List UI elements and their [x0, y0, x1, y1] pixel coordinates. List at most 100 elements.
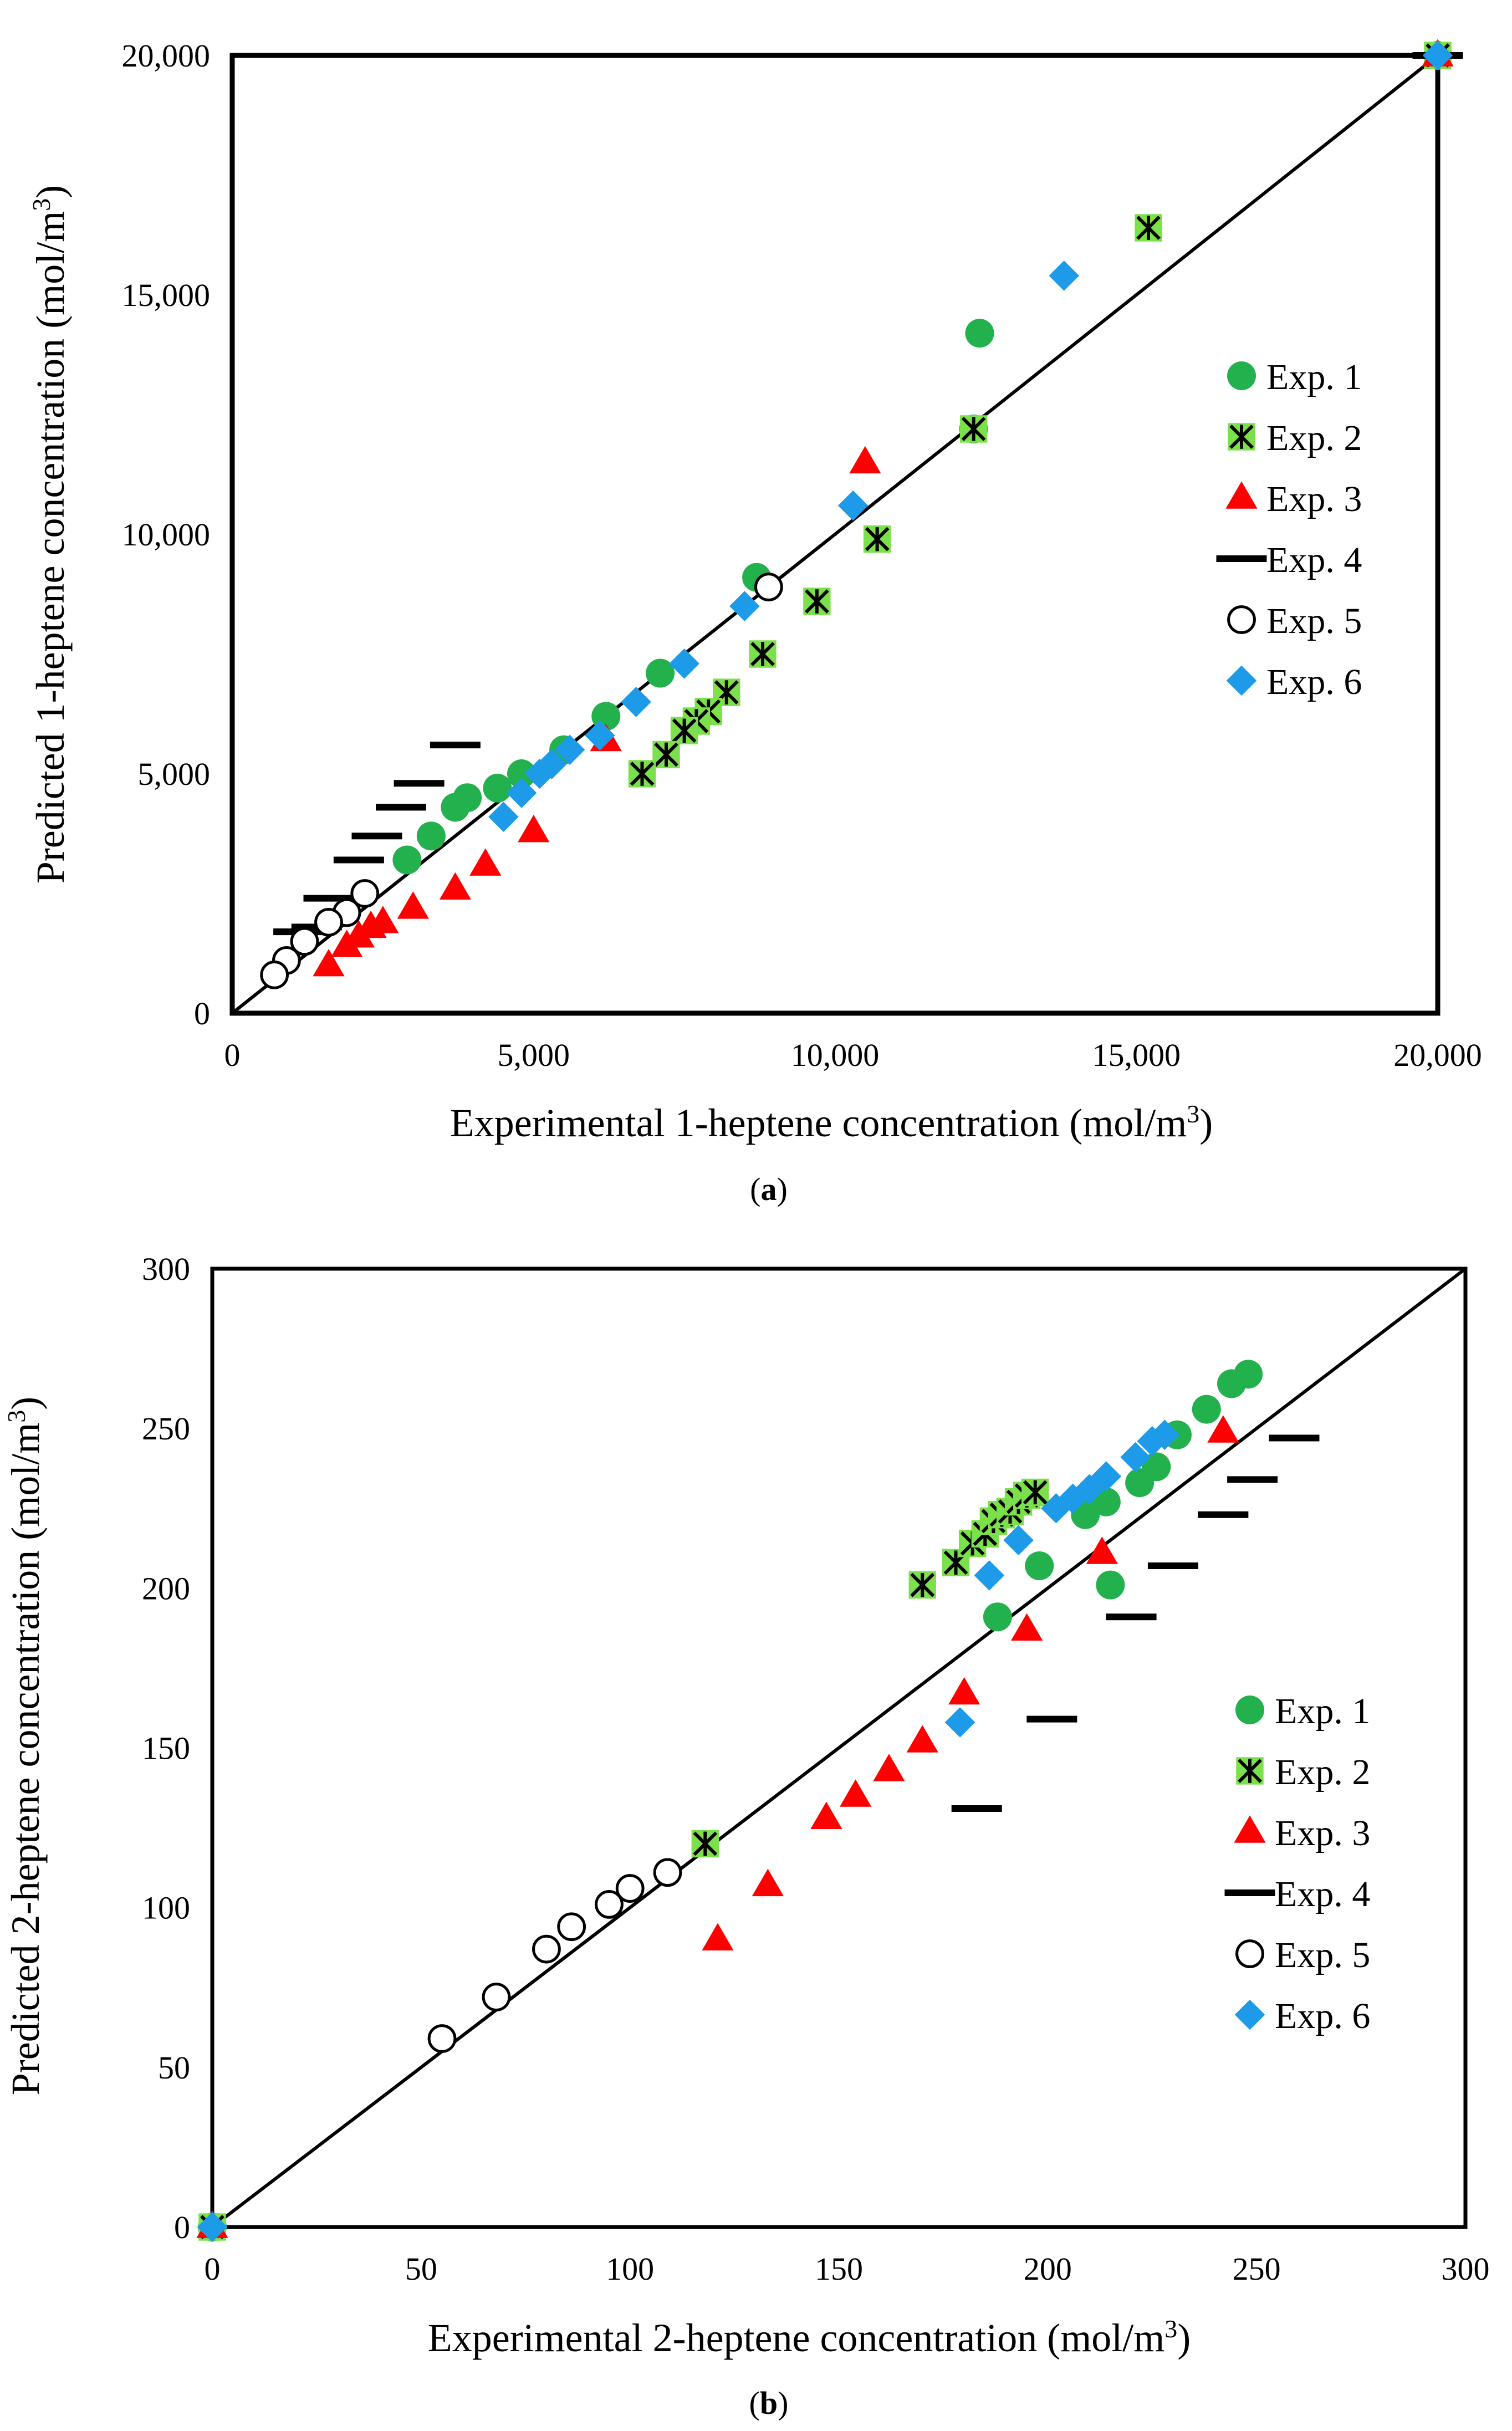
- legend-marker: [1228, 423, 1255, 451]
- data-point: [754, 573, 783, 601]
- data-point: [752, 1868, 784, 1897]
- data-point: [488, 801, 519, 833]
- data-point: [392, 845, 422, 875]
- parity-line: [211, 1267, 1467, 2229]
- x-tick-label: 100: [606, 2251, 654, 2287]
- legend-marker: [1235, 1695, 1264, 1724]
- data-point: [1096, 1570, 1125, 1600]
- data-point: [908, 1571, 936, 1599]
- y-axis-label: Predicted 2-heptene concentration (mol/m…: [2, 1397, 48, 2096]
- y-tick-label: 100: [142, 1890, 190, 1926]
- data-point: [331, 930, 363, 957]
- data-point: [653, 1858, 682, 1887]
- data-point: [983, 1602, 1012, 1632]
- x-tick-label: 0: [205, 2251, 221, 2287]
- data-point: [628, 760, 656, 788]
- data-point: [507, 759, 536, 788]
- data-point: [863, 525, 891, 553]
- data-point: [1074, 1474, 1105, 1504]
- series-exp-6: [488, 40, 1453, 833]
- x-axis-label: Experimental 1-heptene concentration (mo…: [450, 1100, 1213, 1146]
- data-point: [1227, 1476, 1278, 1483]
- y-tick-label: 50: [158, 2050, 190, 2086]
- data-point: [524, 758, 555, 789]
- data-point: [427, 2024, 457, 2053]
- plot-area-frame: [229, 53, 1441, 1016]
- series-exp-5: [260, 573, 783, 989]
- legend-label: Exp. 6: [1266, 662, 1362, 702]
- data-point: [1125, 1468, 1155, 1498]
- data-point: [965, 319, 994, 348]
- legend-label: Exp. 4: [1275, 1874, 1370, 1914]
- data-point: [691, 1830, 719, 1858]
- data-point: [652, 740, 680, 769]
- data-point: [290, 927, 319, 956]
- legend-marker: [1235, 1939, 1264, 1968]
- data-point: [1049, 261, 1080, 291]
- legend-label: Exp. 3: [1266, 479, 1362, 519]
- x-tick-label: 15,000: [1092, 1037, 1181, 1073]
- legend-label: Exp. 5: [1275, 1935, 1370, 1975]
- data-point: [1041, 1493, 1071, 1524]
- data-point: [351, 833, 402, 840]
- x-axis-label: Experimental 2-heptene concentration (mo…: [428, 2315, 1191, 2361]
- data-point: [554, 734, 585, 765]
- parity-line: [231, 54, 1439, 1015]
- data-point: [729, 591, 760, 621]
- data-point: [595, 1890, 624, 1919]
- data-point: [416, 821, 446, 851]
- x-tick-label: 20,000: [1393, 1037, 1482, 1073]
- data-point: [1137, 1426, 1168, 1457]
- data-point: [906, 1725, 938, 1753]
- data-point: [803, 588, 831, 615]
- data-point: [621, 687, 651, 717]
- data-point: [1198, 1511, 1249, 1518]
- legend-label: Exp. 4: [1266, 540, 1362, 580]
- data-point: [1003, 1525, 1034, 1556]
- data-point: [314, 907, 343, 937]
- series-exp-5: [427, 1858, 682, 2053]
- panel-caption: (a): [750, 1171, 788, 1207]
- data-point: [469, 848, 502, 876]
- legend-label: Exp. 6: [1275, 1996, 1370, 2036]
- legend-label: Exp. 5: [1266, 601, 1362, 641]
- data-point: [670, 717, 698, 744]
- y-tick-label: 0: [174, 2209, 190, 2245]
- x-tick-label: 200: [1024, 2251, 1072, 2287]
- data-point: [506, 778, 537, 808]
- y-axis-label: Predicted 1-heptene concentration (mol/m…: [27, 185, 73, 884]
- legend-label: Exp. 1: [1266, 357, 1362, 397]
- y-tick-label: 10,000: [122, 517, 211, 553]
- data-point: [537, 749, 567, 780]
- data-point: [1120, 1442, 1151, 1473]
- data-point: [1192, 1395, 1221, 1424]
- legend-label: Exp. 3: [1275, 1813, 1370, 1853]
- x-tick-label: 5,000: [498, 1037, 570, 1073]
- data-point: [1021, 1478, 1049, 1506]
- data-point: [394, 780, 445, 787]
- data-point: [1269, 1434, 1320, 1442]
- legend-marker: [1236, 1757, 1264, 1785]
- x-tick-label: 50: [405, 2251, 437, 2287]
- data-point: [483, 773, 512, 803]
- legend-marker: [1224, 1889, 1275, 1896]
- data-point: [585, 720, 615, 751]
- data-point: [702, 1923, 734, 1951]
- y-tick-label: 0: [194, 995, 210, 1031]
- data-point: [646, 658, 675, 688]
- y-tick-label: 150: [142, 1730, 190, 1766]
- legend-marker: [1227, 361, 1256, 390]
- panel-b-chart: 0 50 100 150 200 250 300 0 50 100 150 200 250 300 Exp.…: [2, 1251, 1490, 2421]
- data-point: [810, 1801, 842, 1830]
- data-point: [840, 1779, 872, 1807]
- y-tick-label: 5,000: [138, 756, 211, 792]
- data-point: [951, 1805, 1002, 1812]
- y-tick-label: 300: [142, 1251, 190, 1287]
- data-point: [837, 490, 869, 521]
- panel-a-chart: 0 5,000 10,000 15,000 20,000 0 5,000 10,000 15,0…: [27, 38, 1482, 1207]
- panel-caption: (b): [749, 2385, 789, 2421]
- x-tick-label: 0: [224, 1037, 241, 1073]
- legend-label: Exp. 1: [1275, 1691, 1370, 1732]
